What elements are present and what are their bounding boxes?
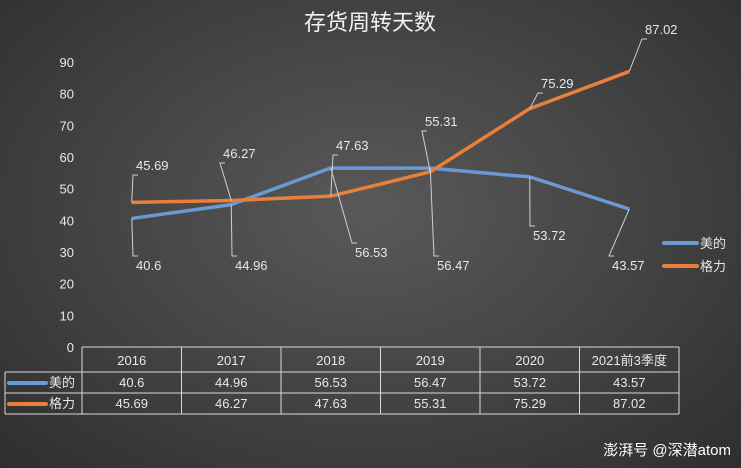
leader-line	[628, 38, 647, 72]
x-category-label: 2020	[515, 353, 544, 368]
leader-line	[429, 168, 439, 257]
table-series-label: 美的	[49, 375, 75, 390]
leader-line	[131, 218, 138, 257]
legend-label: 格力	[700, 259, 726, 274]
leader-line	[529, 92, 543, 109]
y-tick-label: 40	[60, 213, 74, 228]
table-cell-value: 46.27	[215, 396, 248, 411]
table-cell-value: 40.6	[119, 375, 144, 390]
table-cell-value: 53.72	[513, 375, 546, 390]
data-label: 55.31	[425, 114, 458, 129]
table-series-label: 格力	[49, 396, 75, 411]
table-cell-value: 56.53	[314, 375, 347, 390]
series-line-美的	[131, 166, 630, 221]
data-label: 46.27	[223, 146, 256, 161]
leader-line	[219, 162, 232, 201]
y-tick-label: 10	[60, 308, 74, 323]
x-category-label: 2016	[117, 353, 146, 368]
data-label: 87.02	[645, 22, 678, 37]
data-label: 44.96	[235, 258, 268, 273]
data-label: 45.69	[136, 158, 169, 173]
y-tick-label: 50	[60, 182, 74, 197]
data-label: 40.6	[136, 258, 161, 273]
legend-label: 美的	[700, 236, 726, 251]
data-label: 53.72	[533, 228, 566, 243]
x-category-label: 2019	[416, 353, 445, 368]
table-cell-value: 47.63	[314, 396, 347, 411]
y-tick-label: 60	[60, 150, 74, 165]
x-category-label: 2017	[217, 353, 246, 368]
table-cell-value: 55.31	[414, 396, 447, 411]
table-cell-value: 45.69	[115, 396, 148, 411]
y-tick-label: 70	[60, 118, 74, 133]
series-line-格力	[131, 69, 630, 205]
watermark: 澎湃号 @深潜atom	[603, 442, 731, 459]
x-category-label: 2018	[316, 353, 345, 368]
leader-line	[608, 208, 630, 257]
y-tick-label: 80	[60, 87, 74, 102]
chart-title: 存货周转天数	[304, 11, 436, 36]
x-category-label: 2021前3季度	[592, 353, 667, 368]
y-tick-label: 20	[60, 277, 74, 292]
table-cell-value: 56.47	[414, 375, 447, 390]
y-tick-label: 0	[67, 340, 74, 355]
leader-line	[421, 130, 431, 172]
data-label: 43.57	[612, 258, 645, 273]
table-cell-value: 44.96	[215, 375, 248, 390]
data-label: 56.53	[355, 245, 388, 260]
leader-line	[131, 174, 138, 203]
data-label: 56.47	[437, 258, 470, 273]
leader-line	[529, 176, 535, 227]
y-tick-label: 90	[60, 55, 74, 70]
y-tick-label: 30	[60, 245, 74, 260]
table-cell-value: 87.02	[613, 396, 646, 411]
table-cell-value: 75.29	[513, 396, 546, 411]
data-label: 75.29	[541, 76, 574, 91]
data-label: 47.63	[336, 138, 369, 153]
table-cell-value: 43.57	[613, 375, 646, 390]
leader-line	[230, 204, 237, 257]
leader-line	[330, 167, 357, 244]
leader-line	[330, 154, 338, 197]
